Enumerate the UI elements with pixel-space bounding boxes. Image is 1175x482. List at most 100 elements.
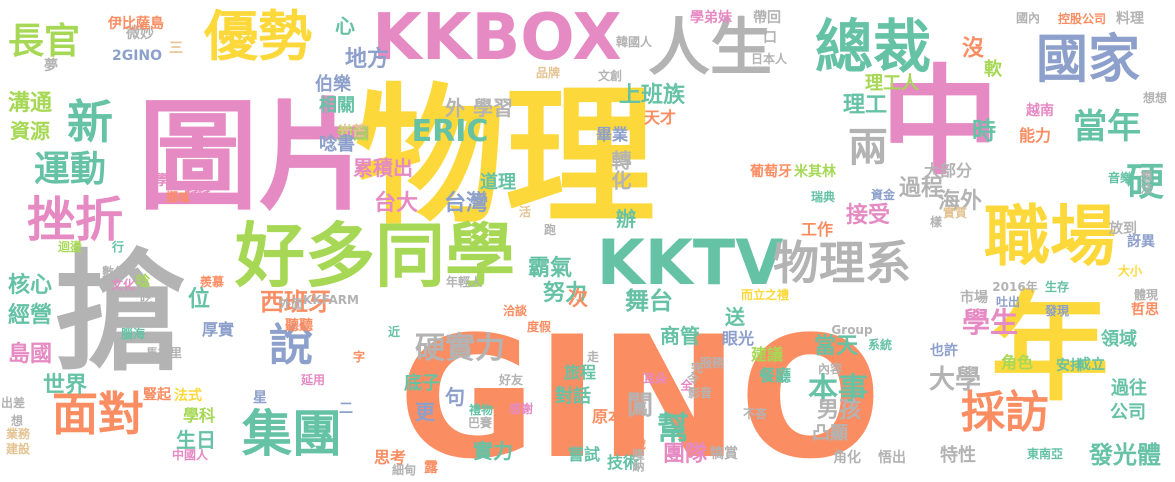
cloud-word: 學生	[961, 306, 1019, 339]
cloud-word: 核心	[7, 273, 53, 298]
cloud-word: 日本人	[750, 52, 788, 66]
cloud-word: 年	[990, 279, 1110, 417]
cloud-word: 軟	[984, 59, 1002, 80]
cloud-word: 耳朵	[642, 372, 668, 386]
cloud-word: 哲思	[1131, 302, 1159, 318]
cloud-word: 腦海	[120, 327, 146, 341]
cloud-word: 時	[972, 117, 996, 145]
cloud-word: 大學	[928, 365, 982, 395]
cloud-word: 體現	[1133, 288, 1159, 302]
cloud-word: 吃	[139, 292, 153, 306]
cloud-word: 跑	[543, 223, 557, 237]
cloud-word: 馬德里	[145, 346, 183, 360]
cloud-word: 數位	[101, 265, 127, 279]
cloud-word: 幫	[656, 409, 690, 447]
cloud-word: 感謝	[508, 402, 534, 416]
cloud-word: 集團	[242, 405, 342, 463]
cloud-word: 唸	[136, 274, 150, 290]
cloud-word: 累積出	[353, 156, 413, 180]
cloud-word: 原本	[591, 407, 625, 426]
cloud-word: 迴盪	[57, 240, 83, 254]
cloud-word: 沒	[958, 36, 983, 58]
cloud-word: 行	[111, 240, 125, 254]
cloud-word: 工作	[800, 220, 834, 239]
cloud-word: GINO	[398, 300, 882, 482]
cloud-word: 學弟妹	[690, 10, 732, 26]
cloud-word: 近	[387, 325, 401, 339]
cloud-word: 舞台	[625, 287, 673, 315]
cloud-word: 天才	[643, 108, 677, 127]
cloud-word: 眼光	[721, 329, 755, 348]
cloud-word: 句	[445, 385, 465, 409]
cloud-word: 發現	[1044, 304, 1070, 318]
cloud-word: 西班牙	[260, 288, 332, 316]
cloud-word: 微妙	[126, 26, 154, 42]
cloud-word: 想想	[1142, 91, 1168, 105]
cloud-word: 全	[679, 379, 693, 391]
cloud-word: 安排	[1056, 358, 1084, 374]
cloud-word: 努力	[542, 281, 588, 306]
cloud-word: 想	[10, 414, 24, 428]
cloud-word: 韓國人	[615, 35, 653, 49]
cloud-word: 世界	[42, 373, 88, 398]
cloud-word: 挫折	[26, 192, 124, 248]
cloud-word: 禮物	[468, 403, 494, 417]
cloud-word: 活	[518, 205, 532, 219]
cloud-word: 當天	[813, 334, 859, 359]
cloud-word: 餐廳	[758, 366, 792, 385]
cloud-word: 公司	[1110, 402, 1146, 423]
cloud-word: 建設	[5, 442, 31, 456]
cloud-word: 瑞典	[810, 190, 836, 204]
cloud-word: 音樂	[1107, 171, 1133, 185]
cloud-word: 法式	[174, 388, 202, 404]
cloud-word: 好多同學	[235, 215, 515, 297]
cloud-word: 好友	[498, 373, 524, 387]
cloud-word: 文化	[110, 278, 136, 292]
cloud-word: 國家	[1035, 30, 1141, 90]
cloud-word: 台灣	[443, 191, 489, 216]
cloud-word: 知識	[336, 124, 370, 143]
cloud-word: 品牌	[535, 66, 561, 80]
cloud-word: 硬實力	[415, 331, 505, 366]
cloud-word: 總裁	[814, 13, 932, 81]
cloud-word: 走	[586, 350, 600, 364]
cloud-word: 歲	[633, 437, 647, 451]
cloud-word: 吐出	[995, 295, 1021, 309]
cloud-word: 思考	[373, 448, 407, 467]
cloud-word: 夢	[44, 58, 58, 74]
cloud-word: 優勢	[204, 5, 312, 68]
cloud-word: 隆納	[631, 448, 645, 472]
cloud-word: 兩	[848, 125, 888, 171]
cloud-word: 出差	[0, 396, 26, 410]
cloud-word: 成立	[1077, 357, 1105, 373]
cloud-word: 職場	[984, 198, 1116, 275]
cloud-word: 台大	[373, 191, 419, 216]
cloud-word: 能力	[1018, 126, 1052, 145]
cloud-word: 2016年	[992, 280, 1038, 294]
cloud-word: 人生	[647, 11, 773, 84]
cloud-word: 學習	[473, 96, 513, 120]
cloud-word: 大部分	[923, 161, 973, 180]
cloud-word: 角色	[1000, 353, 1034, 372]
cloud-word: 運動	[33, 149, 107, 190]
cloud-word: 羨慕	[199, 275, 225, 289]
cloud-word: 凸顯	[812, 423, 848, 444]
cloud-word: 本事	[808, 372, 868, 407]
cloud-word: 島國	[7, 342, 53, 367]
cloud-word: 畢業	[595, 125, 629, 144]
cloud-word: 令	[686, 372, 700, 386]
cloud-word: 地方	[344, 47, 390, 72]
cloud-word: 溝通	[7, 91, 53, 116]
cloud-word: 發光體	[1089, 441, 1161, 469]
cloud-word: 外	[445, 96, 465, 120]
cloud-word: 學科	[182, 406, 216, 425]
cloud-word: 科科	[185, 183, 211, 197]
cloud-word: 心	[335, 14, 355, 38]
cloud-word: 不吝	[742, 407, 768, 421]
cloud-word: 外面	[278, 297, 304, 311]
cloud-word: 國內	[1015, 11, 1041, 25]
cloud-word: 大小	[1117, 264, 1143, 278]
cloud-word: 辦	[616, 207, 636, 231]
cloud-word: KKFARM	[303, 293, 359, 307]
cloud-word: 也許	[930, 343, 958, 359]
